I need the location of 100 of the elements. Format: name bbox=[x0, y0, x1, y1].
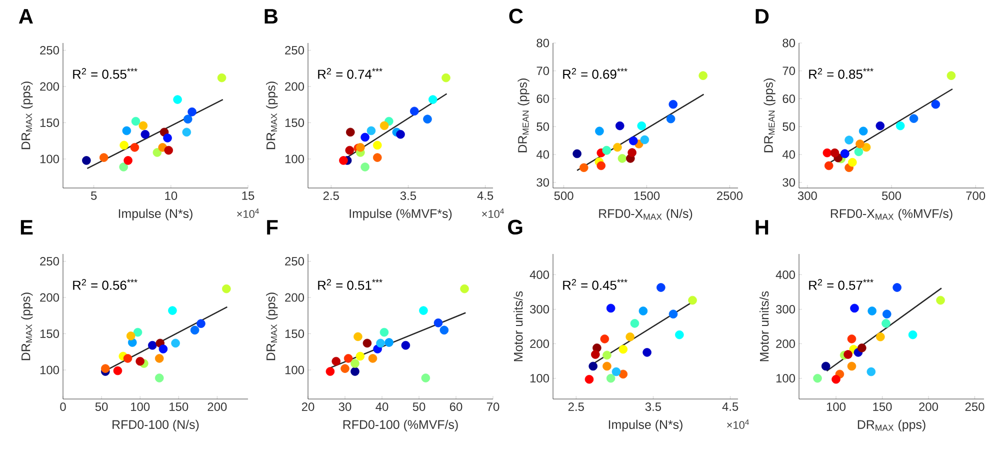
x-tick-label: 200 bbox=[208, 402, 227, 411]
point bbox=[579, 163, 588, 172]
x-tick-label: 3.5 bbox=[645, 402, 662, 411]
y-tick-label: 250 bbox=[40, 46, 60, 54]
point bbox=[171, 338, 180, 348]
x-tick-label: 250 bbox=[965, 402, 984, 411]
y-tick-label: 200 bbox=[285, 293, 304, 302]
y-tick-label: 250 bbox=[285, 257, 304, 266]
point bbox=[832, 374, 840, 384]
point bbox=[428, 95, 438, 104]
point bbox=[99, 153, 108, 162]
point bbox=[340, 364, 350, 373]
point bbox=[133, 328, 142, 337]
x-axis-title: Impulse (%MVF*s) bbox=[350, 208, 452, 220]
annotation: R$^{2}$ = 0.55$^{***}$ bbox=[73, 68, 138, 79]
point bbox=[626, 332, 634, 342]
point bbox=[366, 126, 376, 136]
point bbox=[868, 306, 876, 316]
y-tick-label: 200 bbox=[776, 340, 796, 348]
point bbox=[824, 161, 834, 170]
y-tick-label: 200 bbox=[40, 293, 60, 302]
y-axis-title: DR$_{MEAN}$ (pps) bbox=[518, 78, 530, 152]
point bbox=[588, 362, 598, 371]
y-tick-label: 100 bbox=[40, 154, 60, 164]
point bbox=[856, 140, 864, 148]
y-tick-label: 30 bbox=[782, 178, 796, 187]
y-tick-label: 100 bbox=[40, 366, 60, 374]
y-tick-label: 400 bbox=[530, 270, 550, 279]
point bbox=[698, 71, 708, 80]
y-tick-label: 80 bbox=[782, 38, 796, 48]
y-tick-label: 100 bbox=[776, 374, 796, 383]
point bbox=[596, 161, 606, 170]
y-axis-title: Motor units/s bbox=[760, 291, 769, 362]
point bbox=[350, 367, 360, 376]
x-axis-title: RFD0-100 (N/s) bbox=[112, 420, 199, 432]
annotation: R$^{2}$ = 0.69$^{***}$ bbox=[563, 68, 628, 79]
x-tick-label: 100 bbox=[131, 402, 150, 411]
point bbox=[442, 73, 450, 82]
point bbox=[882, 318, 890, 328]
point bbox=[372, 140, 382, 150]
chart-title: G bbox=[508, 220, 522, 234]
point bbox=[946, 71, 956, 80]
point bbox=[123, 354, 132, 363]
point bbox=[613, 142, 622, 152]
point bbox=[854, 147, 864, 156]
point bbox=[844, 350, 852, 359]
point bbox=[830, 148, 840, 158]
annotation: R$^{2}$ = 0.56$^{***}$ bbox=[73, 279, 138, 290]
point bbox=[688, 296, 697, 305]
point bbox=[356, 142, 365, 152]
point bbox=[140, 130, 150, 139]
x-axis-title: RFD0-100 (%MVF/s) bbox=[343, 420, 458, 432]
point bbox=[183, 114, 192, 124]
x-tick-label: 300 bbox=[798, 192, 817, 200]
y-tick-label: 200 bbox=[40, 82, 60, 91]
point bbox=[113, 366, 122, 376]
point bbox=[606, 304, 616, 313]
point bbox=[126, 332, 136, 340]
point bbox=[138, 121, 148, 130]
chart-title: B bbox=[264, 9, 278, 24]
chart-title: D bbox=[756, 9, 769, 24]
x-tick-label: 2500 bbox=[717, 192, 743, 200]
annotation: R$^{2}$ = 0.85$^{***}$ bbox=[809, 68, 874, 79]
x-axis-title: DR$_{MAX}$ (pps) bbox=[858, 420, 926, 432]
x-tick-label: 500 bbox=[554, 192, 574, 200]
x-axis-title: Impulse (N*s) bbox=[118, 208, 192, 220]
x-tick-label: 20 bbox=[302, 402, 314, 411]
point bbox=[821, 362, 830, 371]
annotation: R$^{2}$ = 0.57$^{***}$ bbox=[809, 279, 874, 290]
x-tick-label: 50 bbox=[95, 402, 108, 411]
y-axis-title: DR$_{MAX}$ (pps) bbox=[21, 292, 33, 360]
point bbox=[440, 326, 449, 335]
point bbox=[173, 95, 182, 104]
point bbox=[152, 148, 162, 157]
point bbox=[931, 100, 940, 109]
point bbox=[168, 306, 177, 315]
point bbox=[345, 146, 354, 155]
point bbox=[892, 283, 902, 292]
point bbox=[675, 330, 684, 340]
point bbox=[163, 134, 172, 142]
x-axis-title: Impulse (N*s) bbox=[608, 420, 682, 432]
point bbox=[100, 364, 110, 373]
point bbox=[344, 354, 353, 363]
point bbox=[360, 162, 370, 172]
x-tick-label: 70 bbox=[486, 402, 500, 411]
point bbox=[847, 334, 856, 344]
point bbox=[190, 326, 200, 335]
point bbox=[862, 142, 871, 152]
point bbox=[668, 310, 678, 318]
point bbox=[847, 362, 856, 371]
point bbox=[380, 328, 389, 337]
point bbox=[602, 362, 612, 371]
point bbox=[346, 128, 355, 137]
y-tick-label: 100 bbox=[285, 366, 304, 374]
text: ×10$^{4}$ bbox=[482, 208, 504, 218]
point bbox=[882, 310, 892, 318]
y-tick-label: 150 bbox=[40, 118, 60, 127]
y-tick-label: 40 bbox=[536, 150, 550, 159]
point bbox=[844, 136, 854, 144]
point bbox=[876, 332, 885, 342]
